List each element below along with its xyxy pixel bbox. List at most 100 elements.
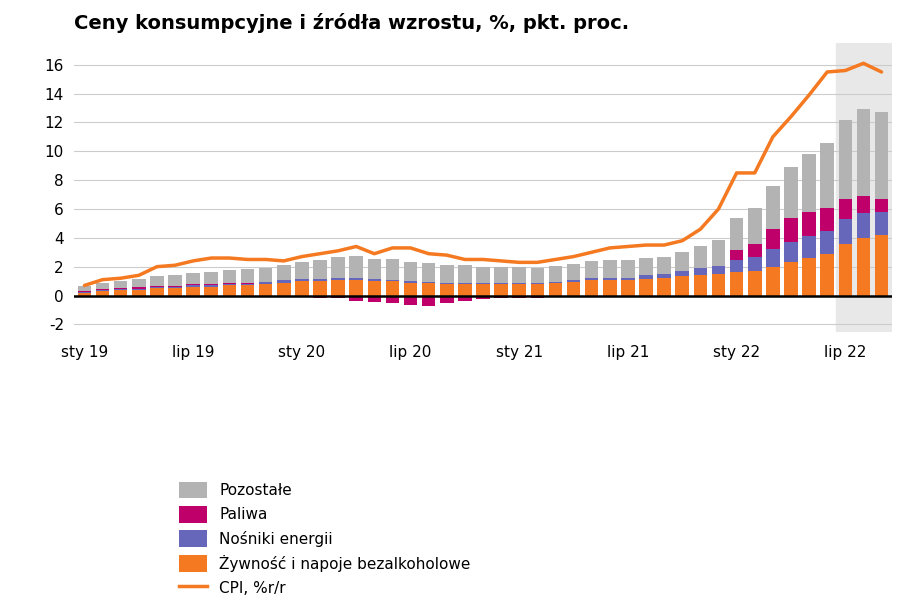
Bar xyxy=(783,262,797,296)
Bar xyxy=(367,281,380,296)
Bar xyxy=(494,283,507,284)
Bar xyxy=(439,265,453,283)
Bar xyxy=(856,110,869,196)
Bar xyxy=(331,257,345,277)
Bar xyxy=(312,279,326,281)
Bar xyxy=(150,287,164,288)
Bar xyxy=(602,280,616,296)
Bar xyxy=(675,276,688,296)
Bar xyxy=(711,240,724,266)
Bar xyxy=(422,296,435,306)
Bar xyxy=(835,43,893,331)
Bar xyxy=(801,154,815,212)
Bar xyxy=(77,292,91,293)
Bar xyxy=(494,284,507,296)
Bar xyxy=(114,281,128,288)
Bar xyxy=(77,293,91,296)
Bar xyxy=(801,237,815,258)
Bar xyxy=(675,271,688,276)
Bar xyxy=(783,167,797,217)
Bar xyxy=(241,284,254,285)
Bar xyxy=(312,281,326,296)
Bar xyxy=(711,274,724,296)
Bar xyxy=(367,259,380,280)
Bar xyxy=(476,284,489,296)
Bar xyxy=(657,257,670,274)
Bar xyxy=(494,296,507,298)
Bar xyxy=(801,258,815,296)
Bar xyxy=(783,242,797,262)
Bar xyxy=(476,296,489,299)
Bar xyxy=(150,286,164,287)
Bar xyxy=(566,280,580,282)
Bar xyxy=(512,267,526,283)
Bar xyxy=(620,277,634,280)
Bar xyxy=(168,286,182,287)
Bar xyxy=(422,263,435,282)
Bar xyxy=(367,296,380,302)
Bar xyxy=(187,287,199,296)
Bar xyxy=(403,281,417,283)
Bar xyxy=(639,275,652,279)
Bar xyxy=(458,284,471,296)
Bar xyxy=(548,296,562,297)
Bar xyxy=(747,208,761,243)
Bar xyxy=(295,296,308,297)
Bar xyxy=(150,276,164,286)
Bar xyxy=(620,260,634,277)
Bar xyxy=(657,277,670,296)
Bar xyxy=(766,249,778,267)
Bar xyxy=(801,212,815,237)
Bar xyxy=(657,296,670,297)
Bar xyxy=(584,261,598,278)
Bar xyxy=(132,289,145,290)
Bar xyxy=(241,269,254,283)
Bar xyxy=(458,283,471,284)
Bar xyxy=(820,208,833,230)
Bar xyxy=(693,246,707,268)
Bar xyxy=(331,296,345,298)
Bar xyxy=(602,260,616,277)
Bar xyxy=(766,229,778,249)
Bar xyxy=(530,296,543,298)
Bar xyxy=(439,283,453,284)
Bar xyxy=(747,271,761,296)
Bar xyxy=(187,284,199,285)
Bar xyxy=(295,279,308,281)
Bar xyxy=(312,260,326,279)
Bar xyxy=(258,282,272,284)
Bar xyxy=(820,143,833,208)
Bar xyxy=(874,199,888,212)
Bar xyxy=(856,196,869,213)
Bar xyxy=(566,296,580,297)
Bar xyxy=(349,280,363,296)
Bar xyxy=(222,283,236,284)
Bar xyxy=(874,235,888,296)
Bar xyxy=(874,212,888,235)
Bar xyxy=(837,120,851,199)
Bar xyxy=(385,259,399,280)
Bar xyxy=(530,283,543,284)
Bar xyxy=(367,280,380,281)
Bar xyxy=(277,280,290,283)
Bar xyxy=(530,284,543,296)
Bar xyxy=(96,283,109,290)
Bar xyxy=(458,265,471,283)
Bar xyxy=(77,286,91,291)
Bar xyxy=(204,272,218,284)
Bar xyxy=(222,285,236,296)
Bar xyxy=(747,243,761,257)
Text: Ceny konsumpcyjne i źródła wzrostu, %, pkt. proc.: Ceny konsumpcyjne i źródła wzrostu, %, p… xyxy=(74,13,628,33)
Bar xyxy=(349,256,363,277)
Bar xyxy=(168,287,182,288)
Bar xyxy=(258,268,272,282)
Bar xyxy=(512,283,526,284)
Bar xyxy=(566,282,580,296)
Bar xyxy=(856,213,869,238)
Bar xyxy=(729,272,743,296)
Legend: Pozostałe, Paliwa, Nośniki energii, Żywność i napoje bezalkoholowe, CPI, %r/r: Pozostałe, Paliwa, Nośniki energii, Żywn… xyxy=(173,476,476,602)
Bar xyxy=(241,283,254,284)
Bar xyxy=(874,112,888,199)
Bar xyxy=(132,279,145,288)
Bar xyxy=(96,291,109,296)
